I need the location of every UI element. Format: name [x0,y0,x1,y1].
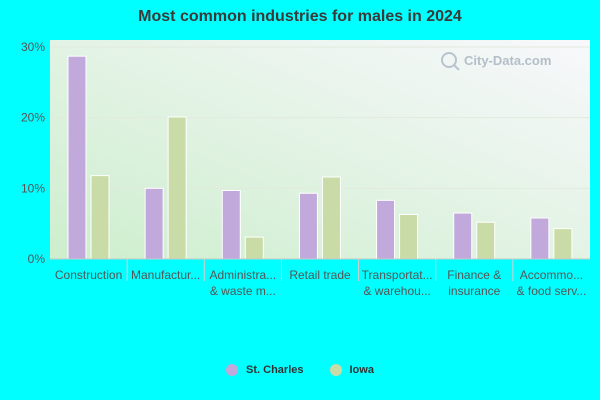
bar-iowa[interactable] [553,228,573,260]
legend-swatch-iowa [329,364,342,376]
x-tick-label: Construction [55,268,122,282]
x-tick-label: Retail trade [289,268,351,282]
axes: 0% 10% 20% 30% Construction Manufactur... Admi… [21,40,590,298]
plot-area [50,40,590,259]
y-tick-label: 20% [21,111,45,125]
bar-iowa[interactable] [244,236,264,260]
x-tick-label: Transportat... [362,268,433,282]
x-tick-label: Administra... [210,268,277,282]
legend-label-st-charles: St. Charles [246,364,304,376]
legend-item-iowa: Iowa [329,364,374,376]
x-tick-label: & warehou... [363,284,430,298]
x-tick-label: & food serv... [517,284,587,298]
bars [67,55,573,260]
watermark-text: City-Data.com [464,53,551,68]
bar-iowa[interactable] [90,175,110,260]
x-tick-label: insurance [448,284,500,298]
bar-st-charles[interactable] [221,189,241,260]
bar-st-charles[interactable] [530,217,550,260]
y-tick-label: 30% [21,40,45,54]
bar-st-charles[interactable] [298,192,318,260]
y-tick-label: 10% [21,181,45,195]
bar-iowa[interactable] [399,213,419,260]
bar-st-charles[interactable] [453,212,473,260]
y-tick-label: 0% [28,252,46,266]
gridlines [50,46,590,189]
watermark: City-Data.com [441,52,551,71]
bar-st-charles[interactable] [144,187,164,260]
legend-label-iowa: Iowa [349,364,374,376]
legend-item-st-charles: St. Charles [226,364,304,376]
legend: St. Charles Iowa [0,364,600,376]
bar-iowa[interactable] [476,221,496,260]
bar-iowa[interactable] [167,116,187,260]
legend-swatch-st-charles [226,364,239,376]
x-tick-label: Finance & [447,268,501,282]
x-tick-label: Accommo... [520,268,583,282]
bar-st-charles[interactable] [67,55,87,260]
chart-title: Most common industries for males in 2024 [138,8,462,25]
bar-st-charles[interactable] [376,199,396,260]
x-tick-label: Manufactur... [131,268,200,282]
bar-iowa[interactable] [321,176,341,260]
x-tick-label: & waste m... [210,284,276,298]
